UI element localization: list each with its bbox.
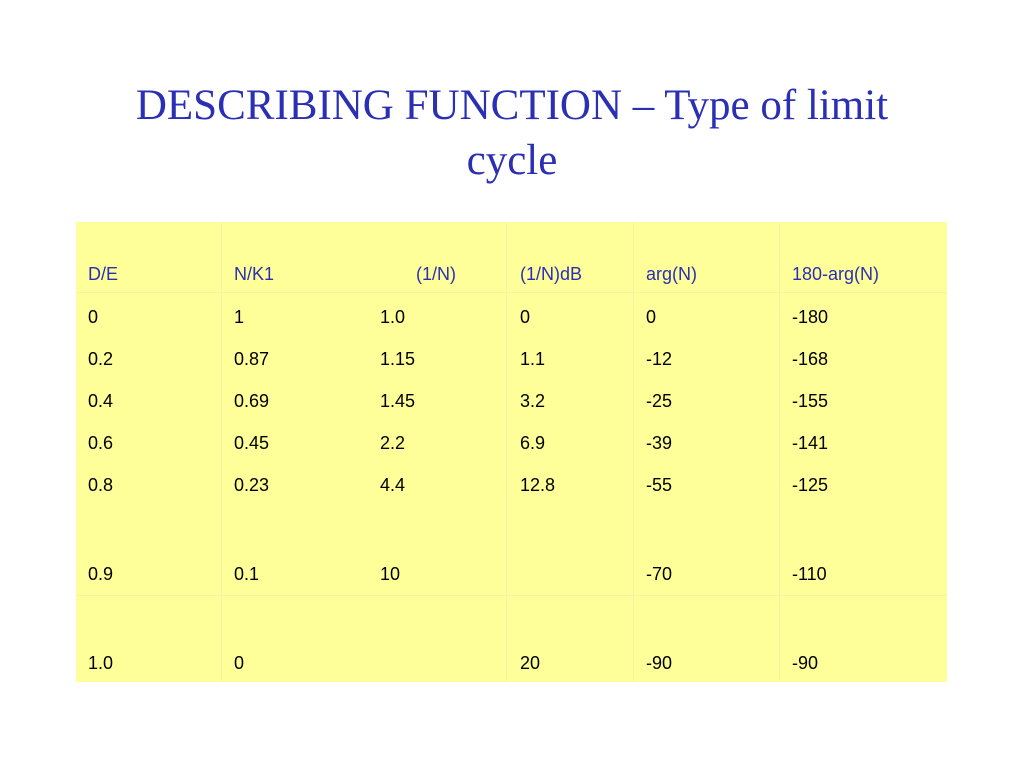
table-cell: 2.2 <box>380 433 406 453</box>
column-divider <box>633 222 634 682</box>
table-cell: 0.87 <box>234 349 270 369</box>
table-cell: 0 <box>234 653 245 673</box>
header-180-minus-arg-n: 180-arg(N) <box>792 264 880 284</box>
header-inverse-n: (1/N) <box>416 264 456 284</box>
table-cell: 1.1 <box>520 349 546 369</box>
table-cell: 0.45 <box>234 433 270 453</box>
slide-title: DESCRIBING FUNCTION – Type of limit cycl… <box>80 78 944 188</box>
slide-title-line-2: cycle <box>466 137 558 184</box>
table-cell: -110 <box>792 564 827 584</box>
table-cell: -180 <box>792 307 829 327</box>
table-cell: -25 <box>646 391 673 411</box>
column-divider <box>779 222 780 682</box>
header-d-e: D/E <box>88 264 119 284</box>
table-cell: 12.8 <box>520 475 556 495</box>
table-cell: 0.1 <box>234 564 260 584</box>
table-cell: 0 <box>520 307 531 327</box>
table-cell: 1.0 <box>88 653 114 673</box>
table-cell: 0.9 <box>88 564 114 584</box>
table-cell: 0.4 <box>88 391 114 411</box>
header-inverse-n-db: (1/N)dB <box>520 264 583 284</box>
table-cell: 10 <box>380 564 401 584</box>
table-cell: 4.4 <box>380 475 406 495</box>
table-cell: 20 <box>520 653 541 673</box>
table-cell: -168 <box>792 349 829 369</box>
table-cell: -55 <box>646 475 673 495</box>
header-n-k1: N/K1 <box>234 264 275 284</box>
table-cell: 1.15 <box>380 349 416 369</box>
table-cell: 0.6 <box>88 433 114 453</box>
table-cell: 0.2 <box>88 349 114 369</box>
table-cell: 1 <box>234 307 245 327</box>
table-cell: 0.69 <box>234 391 270 411</box>
table-cell: 3.2 <box>520 391 546 411</box>
table-cell: 1.45 <box>380 391 416 411</box>
table-cell: -141 <box>792 433 829 453</box>
table-cell: 0 <box>88 307 99 327</box>
table-cell: -125 <box>792 475 829 495</box>
table-cell: -70 <box>646 564 673 584</box>
slide-title-line-1: DESCRIBING FUNCTION – Type of limit <box>135 82 889 129</box>
table-cell: -90 <box>646 653 673 673</box>
header-arg-n: arg(N) <box>646 264 698 284</box>
row-divider <box>76 292 947 293</box>
describing-function-table: D/E N/K1 (1/N) (1/N)dB arg(N) 180-arg(N)… <box>76 222 947 682</box>
table-cell: -39 <box>646 433 673 453</box>
table-cell: -155 <box>792 391 829 411</box>
table-cell: -90 <box>792 653 819 673</box>
table-cell: 0.8 <box>88 475 114 495</box>
column-divider <box>221 222 222 682</box>
column-divider <box>506 222 507 682</box>
row-divider <box>76 595 947 596</box>
table-cell: 1.0 <box>380 307 406 327</box>
table-cell: -12 <box>646 349 673 369</box>
table-cell: 6.9 <box>520 433 546 453</box>
table-cell: 0 <box>646 307 657 327</box>
table-cell: 0.23 <box>234 475 270 495</box>
